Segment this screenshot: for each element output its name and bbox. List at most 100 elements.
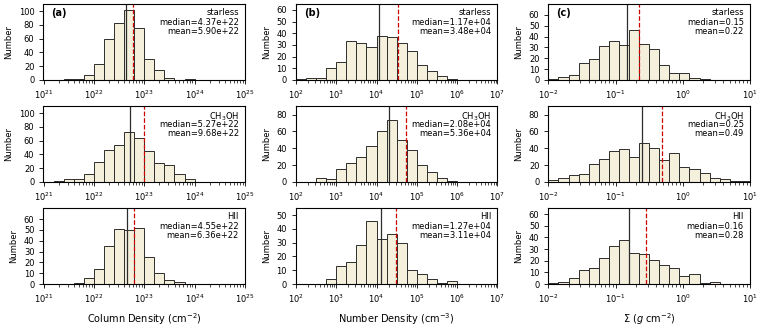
- Bar: [165, 78, 174, 80]
- Bar: [407, 150, 417, 182]
- Bar: [690, 169, 700, 182]
- Bar: [700, 173, 709, 182]
- Y-axis label: Number: Number: [514, 25, 523, 59]
- Bar: [134, 138, 144, 182]
- Bar: [700, 79, 709, 80]
- Bar: [437, 178, 447, 182]
- Y-axis label: Number: Number: [262, 127, 271, 161]
- Bar: [326, 279, 336, 284]
- Bar: [609, 151, 619, 182]
- Bar: [690, 273, 700, 284]
- Text: starless: starless: [459, 8, 491, 17]
- Bar: [559, 77, 568, 80]
- Bar: [336, 169, 347, 182]
- Bar: [680, 73, 690, 80]
- Text: starless: starless: [711, 8, 744, 17]
- Bar: [649, 148, 659, 182]
- Bar: [64, 79, 74, 80]
- Bar: [437, 283, 447, 284]
- Bar: [397, 140, 407, 182]
- Bar: [568, 175, 578, 182]
- Bar: [74, 179, 84, 182]
- Bar: [367, 221, 376, 284]
- Bar: [609, 41, 619, 80]
- Y-axis label: Number: Number: [262, 229, 271, 263]
- Bar: [174, 282, 184, 284]
- Bar: [114, 229, 124, 284]
- Bar: [376, 131, 386, 182]
- Bar: [568, 74, 578, 80]
- Bar: [316, 178, 326, 182]
- Bar: [589, 164, 599, 182]
- Bar: [155, 273, 165, 284]
- Bar: [589, 268, 599, 284]
- Bar: [155, 163, 165, 182]
- Bar: [74, 79, 84, 80]
- Y-axis label: Number: Number: [4, 127, 13, 161]
- Text: median=1.27e+04: median=1.27e+04: [411, 222, 491, 231]
- Bar: [386, 120, 397, 182]
- Text: median=2.08e+04: median=2.08e+04: [411, 120, 491, 129]
- Text: CH$_3$OH: CH$_3$OH: [209, 110, 239, 122]
- Bar: [114, 23, 124, 80]
- X-axis label: Number Density (cm$^{-3}$): Number Density (cm$^{-3}$): [338, 311, 455, 327]
- Text: CH$_3$OH: CH$_3$OH: [713, 110, 744, 122]
- Bar: [94, 269, 104, 284]
- Bar: [730, 181, 740, 182]
- Bar: [376, 239, 386, 284]
- Bar: [578, 63, 589, 80]
- Bar: [417, 165, 427, 182]
- Bar: [357, 246, 367, 284]
- Bar: [629, 157, 639, 182]
- Bar: [124, 10, 134, 80]
- Text: median=1.17e+04: median=1.17e+04: [411, 18, 491, 27]
- Bar: [84, 75, 94, 80]
- Bar: [447, 181, 457, 182]
- Text: mean=9.68e+22: mean=9.68e+22: [167, 129, 239, 138]
- Text: HII: HII: [228, 212, 239, 221]
- Bar: [680, 167, 690, 182]
- Bar: [336, 63, 347, 80]
- Text: mean=6.36e+22: mean=6.36e+22: [167, 231, 239, 240]
- Bar: [53, 181, 64, 182]
- Bar: [134, 228, 144, 284]
- Text: mean=0.22: mean=0.22: [695, 27, 744, 36]
- Bar: [84, 174, 94, 182]
- Bar: [629, 253, 639, 284]
- Bar: [649, 49, 659, 80]
- Bar: [184, 178, 194, 182]
- Bar: [336, 266, 347, 284]
- Bar: [376, 36, 386, 80]
- Text: mean=0.49: mean=0.49: [695, 129, 744, 138]
- Bar: [124, 132, 134, 182]
- Bar: [326, 68, 336, 80]
- Text: (a): (a): [52, 8, 67, 18]
- Bar: [629, 30, 639, 80]
- Bar: [619, 45, 629, 80]
- Bar: [155, 70, 165, 80]
- Text: mean=5.90e+22: mean=5.90e+22: [167, 27, 239, 36]
- Text: HII: HII: [480, 212, 491, 221]
- Bar: [316, 77, 326, 80]
- Y-axis label: Number: Number: [514, 127, 523, 161]
- Bar: [549, 283, 559, 284]
- Bar: [619, 240, 629, 284]
- Bar: [407, 51, 417, 80]
- Bar: [357, 157, 367, 182]
- Bar: [347, 41, 357, 80]
- Y-axis label: Number: Number: [9, 229, 18, 263]
- Bar: [94, 162, 104, 182]
- Bar: [447, 79, 457, 80]
- Bar: [609, 246, 619, 284]
- Bar: [700, 283, 709, 284]
- X-axis label: $\Sigma$ ($g$ cm$^{-2}$): $\Sigma$ ($g$ cm$^{-2}$): [623, 311, 675, 327]
- Bar: [719, 179, 730, 182]
- Bar: [174, 174, 184, 182]
- Bar: [397, 243, 407, 284]
- Bar: [124, 230, 134, 284]
- Bar: [619, 149, 629, 182]
- Bar: [659, 160, 669, 182]
- Bar: [680, 276, 690, 284]
- Bar: [659, 65, 669, 80]
- Text: median=5.27e+22: median=5.27e+22: [159, 120, 239, 129]
